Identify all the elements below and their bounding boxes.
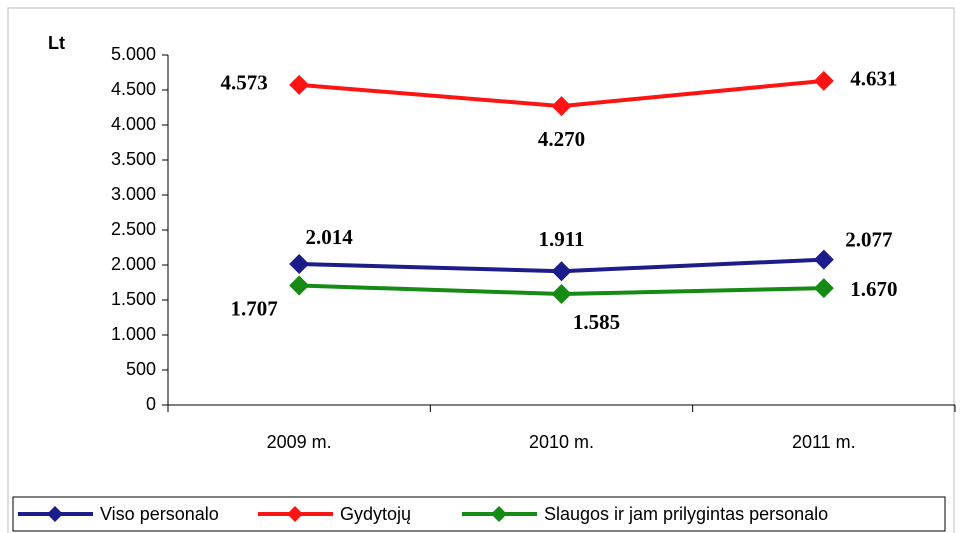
- point-marker: [551, 284, 572, 305]
- point-marker: [551, 261, 572, 282]
- value-label: 2.014: [306, 225, 354, 249]
- value-label: 2.077: [845, 227, 892, 251]
- point-marker: [551, 96, 572, 117]
- legend-marker: [47, 506, 63, 522]
- y-tick-label: 1.000: [111, 324, 156, 344]
- value-label: 4.270: [538, 127, 585, 151]
- y-tick-label: 0: [146, 394, 156, 414]
- legend-label: Gydytojų: [340, 504, 411, 524]
- value-label: 1.911: [538, 227, 584, 251]
- x-tick-label: 2010 m.: [529, 432, 594, 452]
- y-tick-label: 3.500: [111, 149, 156, 169]
- x-tick-label: 2009 m.: [267, 432, 332, 452]
- point-marker: [813, 249, 834, 270]
- legend-label: Slaugos ir jam prilygintas personalo: [544, 504, 828, 524]
- value-label: 4.631: [850, 67, 897, 91]
- y-tick-label: 2.000: [111, 254, 156, 274]
- chart-border: [7, 7, 955, 533]
- y-tick-label: 4.000: [111, 114, 156, 134]
- y-axis-label: Lt: [48, 33, 65, 53]
- x-tick-label: 2011 m.: [792, 432, 856, 452]
- legend-marker: [287, 506, 303, 522]
- value-label: 4.573: [221, 71, 268, 95]
- value-label: 1.585: [573, 310, 620, 334]
- legend-marker: [491, 506, 507, 522]
- point-marker: [813, 70, 834, 91]
- point-marker: [813, 278, 834, 299]
- point-marker: [289, 254, 310, 275]
- point-marker: [289, 74, 310, 95]
- y-tick-label: 2.500: [111, 219, 156, 239]
- y-tick-label: 4.500: [111, 79, 156, 99]
- y-tick-label: 3.000: [111, 184, 156, 204]
- y-tick-label: 500: [126, 359, 156, 379]
- y-tick-label: 1.500: [111, 289, 156, 309]
- value-label: 1.707: [231, 296, 278, 320]
- legend-label: Viso personalo: [100, 504, 219, 524]
- point-marker: [289, 275, 310, 296]
- value-label: 1.670: [850, 277, 897, 301]
- y-tick-label: 5.000: [111, 44, 156, 64]
